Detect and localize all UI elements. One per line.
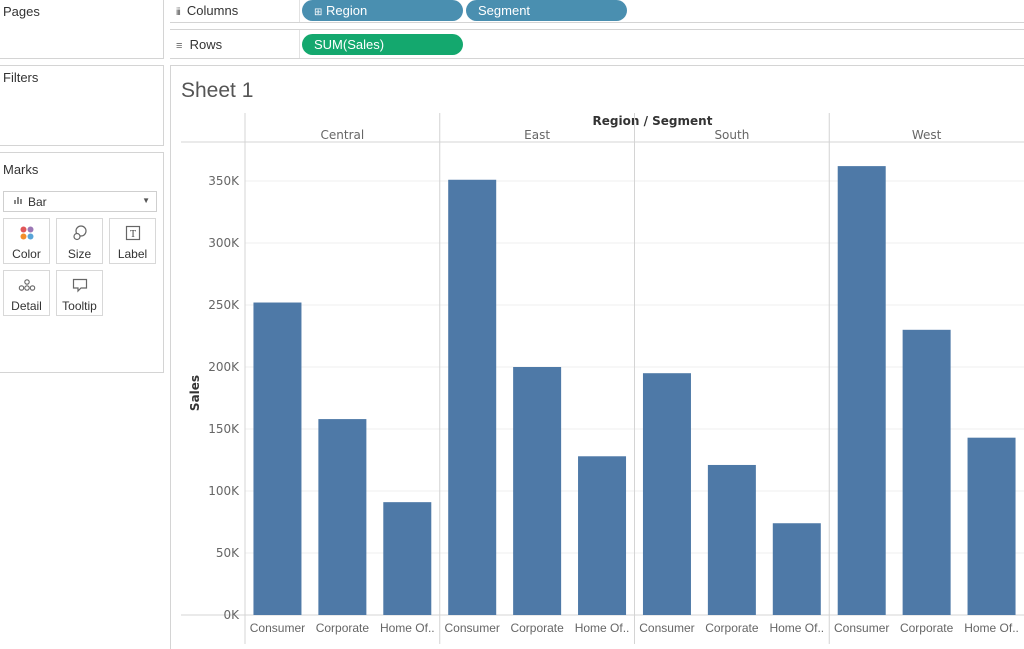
- chevron-down-icon: ▼: [142, 196, 150, 205]
- region-pill-label: Region: [326, 3, 368, 18]
- pages-card[interactable]: Pages: [0, 0, 164, 59]
- shelf-divider: [299, 30, 300, 58]
- bar: [837, 166, 886, 615]
- y-tick-label: 300K: [208, 236, 240, 250]
- columns-icon: iii: [176, 7, 181, 18]
- marks-card: Marks Bar ▼ Color: [0, 152, 164, 373]
- bar: [513, 367, 562, 615]
- color-button[interactable]: Color: [3, 218, 50, 264]
- text-label-icon: T: [110, 225, 155, 241]
- sum-sales-pill-label: SUM(Sales): [314, 37, 385, 52]
- shelf-divider: [299, 0, 300, 22]
- tooltip-bubble-icon: [57, 277, 102, 293]
- y-tick-label: 200K: [208, 360, 240, 374]
- bar: [967, 437, 1016, 615]
- y-tick-label: 250K: [208, 298, 240, 312]
- x-tick-label: Consumer: [445, 621, 500, 635]
- bar: [902, 329, 951, 615]
- x-tick-label: Corporate: [316, 621, 370, 635]
- segment-pill[interactable]: Segment: [466, 0, 627, 21]
- columns-shelf-label: iii Columns: [176, 3, 238, 18]
- detail-dots-icon: [4, 277, 49, 293]
- bar: [253, 302, 302, 615]
- x-tick-label: Home Of..: [380, 621, 435, 635]
- label-button[interactable]: T Label: [109, 218, 156, 264]
- region-pill[interactable]: ⊞ Region: [302, 0, 463, 21]
- size-label: Size: [67, 247, 92, 261]
- x-tick-label: Corporate: [510, 621, 564, 635]
- sum-sales-pill[interactable]: SUM(Sales): [302, 34, 463, 55]
- columns-label-text: Columns: [186, 3, 239, 18]
- size-circles-icon: [57, 225, 102, 241]
- detail-label: Detail: [11, 299, 42, 313]
- color-dots-icon: [4, 225, 49, 241]
- filters-title: Filters: [3, 70, 39, 85]
- columns-shelf[interactable]: iii Columns ⊞ Region Segment: [170, 0, 1024, 23]
- x-tick-label: Corporate: [900, 621, 954, 635]
- marks-title: Marks: [3, 162, 39, 177]
- bar: [448, 179, 497, 615]
- label-label: Label: [117, 247, 148, 261]
- mark-type-label: Bar: [28, 195, 47, 209]
- detail-button[interactable]: Detail: [3, 270, 50, 316]
- x-tick-label: Consumer: [250, 621, 305, 635]
- mark-type-dropdown[interactable]: Bar ▼: [3, 191, 157, 212]
- expand-plus-icon: ⊞: [314, 7, 323, 18]
- bar-chart: Region / Segment 0K 50K 100K 150K 200K 250K 300…: [181, 113, 1024, 644]
- bar: [578, 456, 627, 615]
- x-tick-label: Corporate: [705, 621, 759, 635]
- sheet-view: Sheet 1 Region / Segment 0K 50K 100K 150K 200…: [170, 65, 1024, 649]
- bar: [318, 419, 367, 615]
- rows-label-text: Rows: [189, 37, 223, 52]
- left-panel: Pages Filters Marks Bar ▼ Color: [0, 0, 164, 649]
- region-header-label: Central: [321, 128, 365, 142]
- rows-shelf[interactable]: ≡ Rows SUM(Sales): [170, 29, 1024, 59]
- x-tick-label: Home Of..: [769, 621, 824, 635]
- bar: [642, 373, 691, 615]
- x-tick-label: Consumer: [639, 621, 694, 635]
- y-axis-title: Sales: [188, 375, 202, 411]
- svg-text:T: T: [129, 229, 135, 240]
- region-header-label: South: [714, 128, 749, 142]
- region-header-label: West: [912, 128, 942, 142]
- y-tick-label: 350K: [208, 174, 240, 188]
- column-header-title: Region / Segment: [593, 114, 713, 128]
- x-tick-label: Home Of..: [964, 621, 1019, 635]
- rows-shelf-label: ≡ Rows: [176, 37, 222, 52]
- filters-card[interactable]: Filters: [0, 65, 164, 146]
- bar-chart-icon: [14, 196, 22, 206]
- tooltip-button[interactable]: Tooltip: [56, 270, 103, 316]
- size-button[interactable]: Size: [56, 218, 103, 264]
- tooltip-label: Tooltip: [62, 299, 97, 313]
- pages-title: Pages: [3, 4, 40, 19]
- y-tick-label: 50K: [216, 546, 240, 560]
- segment-pill-label: Segment: [478, 3, 531, 18]
- bar: [707, 464, 756, 615]
- bar: [383, 502, 432, 615]
- bar: [772, 523, 821, 615]
- y-tick-label: 0K: [223, 608, 240, 622]
- sheet-title: Sheet 1: [181, 79, 254, 102]
- x-tick-label: Consumer: [834, 621, 889, 635]
- y-tick-label: 150K: [208, 422, 240, 436]
- rows-icon: ≡: [176, 40, 183, 52]
- color-label: Color: [12, 247, 41, 261]
- y-tick-label: 100K: [208, 484, 240, 498]
- region-header-label: East: [524, 128, 550, 142]
- x-tick-label: Home Of..: [575, 621, 630, 635]
